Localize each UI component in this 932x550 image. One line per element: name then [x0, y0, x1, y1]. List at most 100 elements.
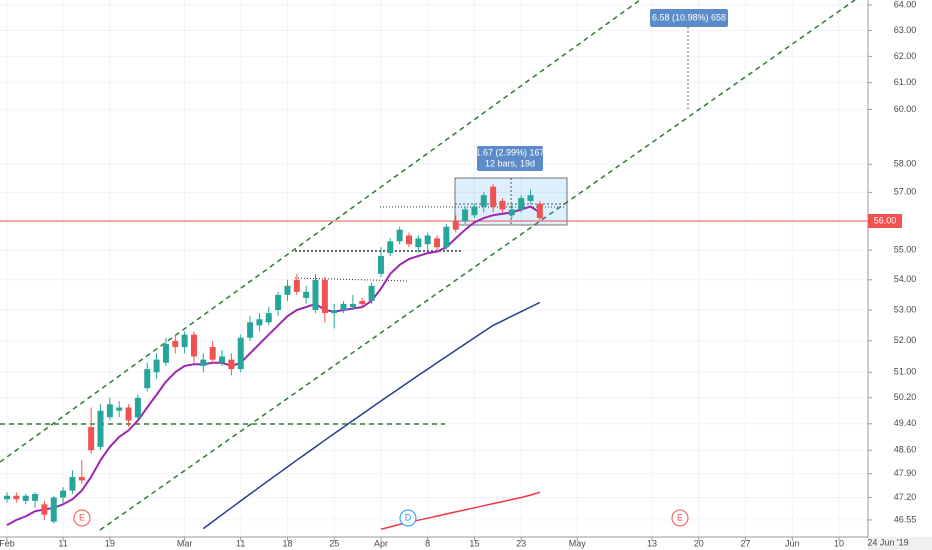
range-text: 1.67 (2.99%) 167 [475, 147, 544, 157]
candle-body [60, 490, 67, 498]
candle-body [359, 300, 366, 304]
candle-body [237, 337, 244, 370]
plot [0, 183, 868, 531]
candle-body [209, 347, 216, 360]
y-tick-label: 47.20 [894, 492, 917, 502]
candle-body [106, 404, 113, 418]
last-price-label: 56.00 [874, 215, 897, 225]
range-box [454, 177, 568, 226]
candle-body [97, 410, 104, 447]
y-tick-label: 49.40 [894, 418, 917, 428]
candle-body [480, 195, 487, 207]
candle-body [377, 256, 384, 274]
y-tick-label: 58.00 [894, 159, 917, 169]
dotted-level [294, 277, 409, 282]
grid [0, 0, 868, 537]
y-tick-label: 55.00 [894, 245, 917, 255]
candle-body [13, 495, 20, 500]
candle-body [387, 241, 394, 254]
earnings-text: E [677, 512, 683, 522]
range-text: 12 bars, 19d [485, 158, 535, 168]
candle-body [508, 209, 515, 216]
candle-body [471, 206, 478, 216]
x-tick-label: 20 [694, 538, 704, 548]
candle-body [536, 203, 543, 219]
candle-body [116, 407, 123, 411]
candle-body [340, 303, 347, 311]
candle-body [443, 226, 450, 248]
candle-body [434, 238, 441, 248]
channel-lower [99, 0, 856, 531]
candle-body [228, 359, 235, 370]
candle-body [256, 319, 263, 326]
candle-body [275, 294, 282, 311]
candle-body [125, 407, 132, 421]
y-tick-label: 48.60 [894, 445, 917, 455]
candle-body [462, 209, 469, 221]
candle-body [50, 497, 57, 522]
x-tick-label: Apr [374, 538, 388, 548]
candle-body [22, 495, 29, 501]
y-tick-label: 46.55 [894, 514, 917, 524]
date-label: 24 Jun '19 [867, 537, 908, 547]
earnings-marker[interactable] [73, 509, 91, 527]
dividend-marker[interactable] [399, 509, 417, 527]
earnings-text: E [79, 512, 85, 522]
channel-upper [0, 0, 641, 463]
moving-average [202, 301, 541, 530]
x-tick-label: Jun [785, 538, 800, 548]
candle-body [32, 494, 39, 501]
candle-body [527, 195, 534, 201]
y-tick-label: 51.00 [894, 367, 917, 377]
x-tick-label: 13 [647, 538, 657, 548]
candle-body [144, 369, 151, 389]
range-text: 6.58 (10.98%) 658 [652, 12, 726, 22]
candle-body [41, 504, 48, 515]
y-tick-label: 47.90 [894, 468, 917, 478]
y-tick-label: 57.00 [894, 187, 917, 197]
x-tick-label: 8 [425, 538, 430, 548]
candle-body [78, 477, 85, 481]
x-tick-label: Feb [0, 538, 15, 548]
candle-body [134, 397, 141, 418]
y-tick-label: 60.00 [894, 104, 917, 114]
dividend-text: D [405, 512, 412, 522]
x-tick-label: 10 [834, 538, 844, 548]
axes: 64.00 63.00 62.00 61.00 60.00 58.00 57.00 55.00… [0, 0, 916, 548]
candle-body [219, 356, 226, 363]
x-tick-label: 11 [58, 538, 67, 548]
y-tick-label: 61.00 [894, 77, 917, 87]
x-tick-label: 25 [329, 538, 339, 548]
earnings-marker[interactable] [671, 509, 689, 527]
date-box [868, 537, 932, 550]
x-tick-label: 27 [741, 538, 751, 548]
candle-body [303, 291, 310, 298]
candle-body [88, 427, 95, 451]
candle-body [368, 285, 375, 301]
candle-body [181, 334, 188, 348]
candle-body [172, 340, 179, 348]
candle-body [405, 235, 412, 245]
candle-body [424, 235, 431, 245]
candle-body [452, 220, 459, 230]
y-tick-label: 52.00 [894, 335, 917, 345]
candle-body [490, 186, 497, 207]
candle-body [349, 303, 356, 307]
x-tick-label: Mar [177, 538, 193, 548]
candle-body [499, 200, 506, 210]
range-label [650, 9, 728, 27]
candle-body [331, 310, 338, 314]
candle-body [69, 477, 76, 491]
y-tick-label: 64.00 [894, 0, 917, 9]
y-tick-label: 54.00 [894, 274, 917, 284]
candle-body [284, 285, 291, 295]
candle-body [4, 495, 11, 500]
candle-body [312, 279, 319, 311]
y-tick-label: 50.20 [894, 392, 917, 402]
candle-body [396, 229, 403, 242]
candle-body [293, 279, 300, 292]
x-tick-label: 19 [105, 538, 115, 548]
x-tick-label: 11 [236, 538, 245, 548]
